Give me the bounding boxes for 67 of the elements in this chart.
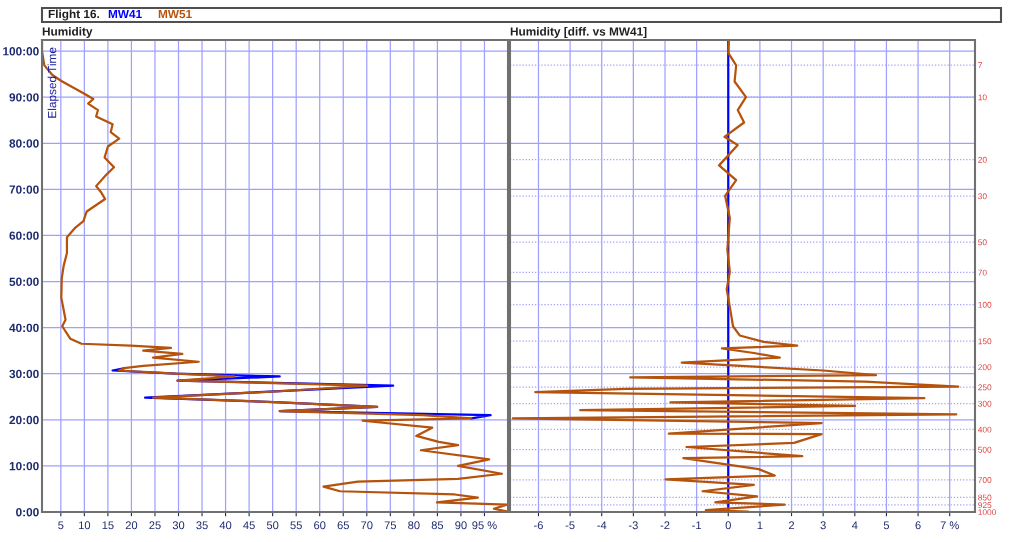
y-tick-label: 70:00 — [9, 185, 39, 194]
x-tick-label: 1 — [757, 521, 763, 530]
x-tick-label: 5 — [883, 521, 890, 530]
y-tick-label: 20:00 — [9, 415, 39, 425]
y-tick-label: 10:00 — [9, 461, 39, 471]
text: 850 — [978, 494, 992, 501]
text: 10 — [978, 94, 987, 101]
x-tick-label: 60 — [314, 521, 326, 530]
x-tick-label: 65 — [337, 521, 349, 530]
x-tick-label: -5 — [565, 521, 575, 530]
text: 700 — [978, 477, 992, 483]
x-tick-label: -6 — [534, 521, 543, 530]
x-tick-label: 6 — [915, 521, 921, 530]
x-tick-label: 10 — [79, 521, 91, 530]
text: 925 — [978, 502, 992, 509]
text: 500 — [978, 446, 992, 453]
x-tick-label: 2 — [789, 521, 795, 530]
y-tick-label: 100:00 — [3, 47, 39, 56]
text: 200 — [978, 364, 992, 371]
chart-title: Flight 16. — [48, 9, 99, 21]
y-tick-label: 60:00 — [9, 231, 39, 240]
x-tick-label: 55 — [290, 521, 302, 530]
y-tick-label: 50:00 — [9, 277, 39, 286]
text: 50 — [978, 239, 987, 246]
x-tick-label: -2 — [660, 521, 670, 530]
text: 70 — [978, 269, 987, 276]
x-tick-label: 40 — [219, 521, 232, 530]
x-tick-label: 7 % — [940, 521, 959, 530]
text: 1000 — [978, 509, 996, 516]
x-tick-label: 75 — [384, 521, 397, 530]
chart-subtitle: Humidity — [42, 27, 93, 38]
x-tick-label: 20 — [125, 521, 138, 530]
text: 150 — [978, 338, 992, 345]
y-tick-label: 40:00 — [9, 323, 39, 333]
x-tick-label: 25 — [149, 521, 161, 530]
text: 300 — [978, 400, 992, 407]
x-tick-label: -4 — [597, 521, 607, 530]
x-tick-label: 3 — [820, 521, 826, 530]
x-tick-label: 45 — [243, 521, 255, 530]
x-tick-label: 85 — [431, 521, 444, 530]
x-tick-label: -1 — [692, 521, 702, 530]
y-tick-label: 90:00 — [9, 93, 39, 102]
y-tick-label: 30:00 — [9, 369, 39, 379]
text: 250 — [978, 384, 992, 391]
x-tick-label: 30 — [172, 521, 185, 530]
y-tick-label: 80:00 — [9, 139, 39, 148]
text: 30 — [978, 193, 987, 200]
y-tick-label: 0:00 — [16, 508, 39, 517]
text: 20 — [978, 156, 987, 163]
x-tick-label: 5 — [58, 521, 64, 530]
text: MW51 — [158, 9, 192, 19]
y-axis-title: Elapsed Time — [47, 47, 59, 118]
x-tick-label: 95 % — [472, 521, 497, 530]
x-tick-label: 15 — [102, 521, 114, 530]
x-tick-label: 35 — [196, 521, 208, 530]
chart-title: Humidity [diff. vs MW41] — [510, 27, 647, 38]
x-tick-label: 4 — [851, 521, 858, 530]
x-tick-label: 50 — [266, 521, 279, 530]
text: 100 — [978, 301, 992, 308]
x-tick-label: 80 — [408, 521, 420, 530]
x-tick-label: 0 — [725, 521, 731, 530]
x-tick-label: -3 — [628, 521, 638, 530]
text: MW41 — [108, 9, 142, 19]
text: 7 — [978, 62, 982, 69]
x-tick-label: 70 — [361, 521, 373, 530]
x-tick-label: 90 — [455, 521, 467, 530]
text: 400 — [977, 426, 992, 433]
